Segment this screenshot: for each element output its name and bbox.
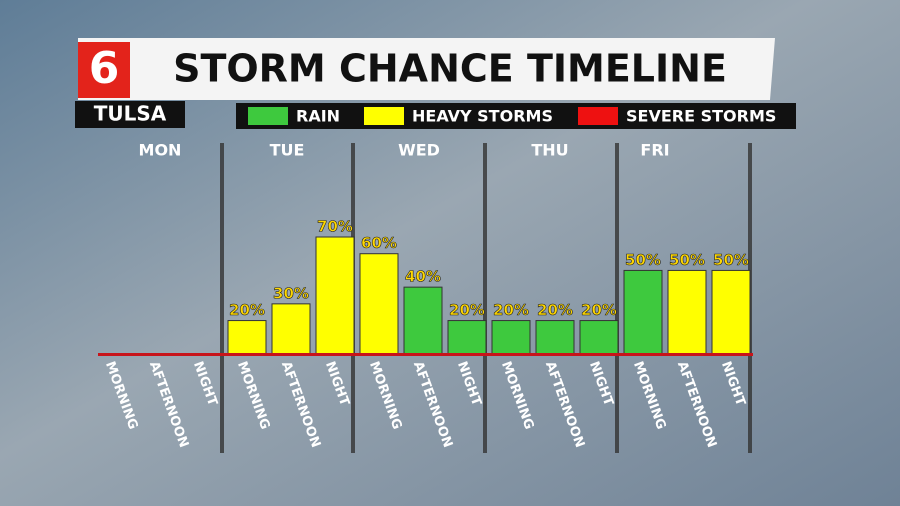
- bar: [271, 303, 311, 355]
- logo-box: [78, 42, 130, 98]
- value-label: 60%: [361, 234, 397, 252]
- bar: [711, 269, 751, 355]
- bar: [315, 236, 355, 355]
- chart-title: STORM CHANCE TIMELINE: [173, 47, 727, 91]
- location-box: [75, 101, 185, 128]
- legend-swatch: [248, 107, 288, 125]
- bar: [623, 269, 663, 355]
- day-label: TUE: [270, 141, 305, 160]
- divider: [220, 143, 224, 453]
- legend-box: [236, 103, 796, 129]
- divider: [615, 143, 619, 453]
- logo: 6: [89, 43, 120, 94]
- day-label: MON: [139, 141, 182, 160]
- day-label: THU: [531, 141, 568, 160]
- bar: [359, 253, 399, 355]
- value-label: 20%: [229, 301, 265, 319]
- bar: [667, 269, 707, 355]
- value-label: 40%: [405, 268, 441, 286]
- value-label: 20%: [537, 301, 573, 319]
- value-label: 50%: [669, 251, 705, 269]
- bar: [491, 320, 531, 355]
- value-label: 70%: [317, 218, 353, 236]
- value-label: 20%: [493, 301, 529, 319]
- value-label: 20%: [449, 301, 485, 319]
- legend-label: SEVERE STORMS: [626, 107, 776, 126]
- legend-swatch: [578, 107, 618, 125]
- legend-label: RAIN: [296, 107, 340, 126]
- bar: [447, 320, 487, 355]
- divider: [483, 143, 487, 453]
- bar: [535, 320, 575, 355]
- bar: [227, 320, 267, 355]
- location: TULSA: [94, 102, 167, 126]
- legend-swatch: [364, 107, 404, 125]
- title-banner: [78, 38, 775, 100]
- legend-label: HEAVY STORMS: [412, 107, 553, 126]
- value-label: 50%: [625, 251, 661, 269]
- value-label: 50%: [713, 251, 749, 269]
- day-label: WED: [398, 141, 440, 160]
- bar: [403, 286, 443, 355]
- bar: [579, 320, 619, 355]
- value-label: 20%: [581, 301, 617, 319]
- baseline: [98, 353, 753, 356]
- day-label: FRI: [640, 141, 669, 160]
- value-label: 30%: [273, 284, 309, 302]
